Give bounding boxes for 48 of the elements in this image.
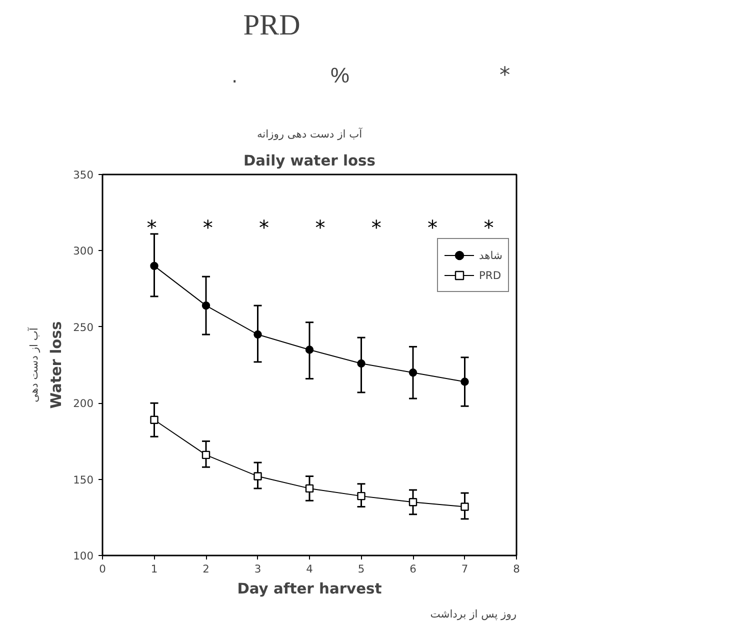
x-tick-label: 7 — [461, 562, 468, 576]
point — [408, 498, 418, 506]
point — [202, 450, 210, 460]
text: % — [330, 64, 350, 88]
x-tick-label: 8 — [513, 562, 520, 576]
y-tick-label: 200 — [73, 397, 94, 410]
annotation: * — [484, 216, 494, 240]
chart-subtitle: آب از دست دهی روزانه — [256, 126, 364, 140]
x-tick-label: 6 — [410, 562, 417, 576]
point — [150, 262, 158, 270]
point — [150, 416, 158, 424]
point — [202, 301, 210, 310]
y-tick-label: 250 — [73, 320, 94, 334]
y-tick-label: 350 — [73, 168, 94, 182]
x-tick-label: 1 — [150, 562, 158, 576]
point — [460, 502, 469, 511]
y-axis-title: Water loss — [48, 321, 66, 409]
point — [305, 484, 314, 493]
text: روز پس از برداشت — [430, 608, 516, 620]
chart-title: Daily water loss — [243, 152, 376, 170]
annotation: * — [428, 216, 438, 240]
annotation: * — [146, 216, 157, 240]
y-tick-label: 100 — [73, 550, 94, 562]
y-tick-label: 300 — [73, 244, 94, 258]
x-axis-title: Day after harvest — [237, 580, 382, 598]
point — [408, 368, 418, 377]
x-tick-label: 4 — [306, 562, 314, 576]
annotation: * — [315, 216, 326, 240]
x-tick-label: 2 — [202, 562, 210, 576]
x-tick-label: 0 — [99, 562, 106, 576]
point — [254, 330, 262, 339]
x-tick-label: 3 — [254, 562, 262, 576]
point — [357, 359, 366, 368]
text: PRD — [243, 10, 300, 42]
text: . — [232, 66, 238, 88]
text: * — [500, 63, 511, 88]
y-tick-label: 150 — [73, 473, 94, 486]
annotation: * — [259, 216, 270, 240]
point — [305, 346, 314, 354]
point — [460, 378, 469, 386]
point — [254, 472, 262, 480]
point — [357, 492, 366, 500]
legend-label: PRD — [479, 268, 502, 282]
x-tick-label: 5 — [358, 562, 365, 576]
annotation: * — [202, 216, 213, 240]
annotation: * — [371, 216, 382, 240]
text: آب از دست دهی — [26, 326, 40, 402]
legend-label: شاهد — [479, 248, 502, 262]
